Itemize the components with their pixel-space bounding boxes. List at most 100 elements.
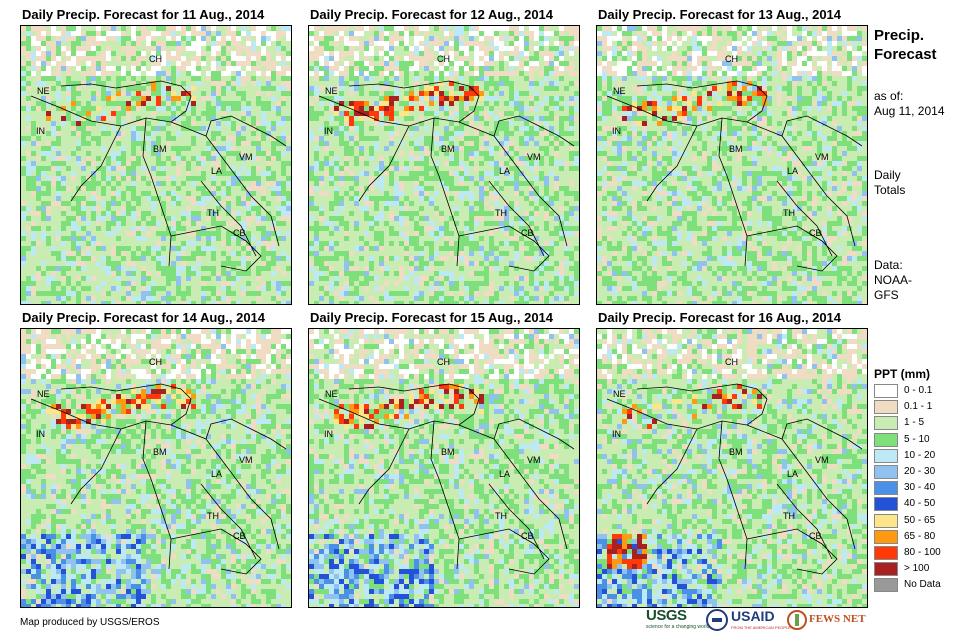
legend-label: 5 - 10: [904, 433, 930, 445]
precip-map: CH NE IN BM LA VM TH CB: [20, 25, 292, 305]
country-borders: [318, 80, 575, 272]
legend-swatch: [874, 546, 898, 560]
legend-label: 30 - 40: [904, 482, 936, 494]
country-label-in: IN: [612, 126, 621, 136]
country-label-ne: NE: [325, 389, 338, 399]
side-title-line1: Precip.: [874, 27, 925, 44]
forecast-panel-5: Daily Precip. Forecast for 15 Aug., 2014…: [308, 310, 598, 610]
legend-title: PPT (mm): [874, 367, 931, 381]
country-label-th: TH: [207, 208, 219, 218]
country-label-ne: NE: [613, 86, 626, 96]
forecast-panel-4: Daily Precip. Forecast for 14 Aug., 2014…: [20, 310, 310, 610]
side-title-line2: Forecast: [874, 46, 937, 63]
legend-label: No Data: [904, 579, 941, 591]
forecast-panel-3: Daily Precip. Forecast for 13 Aug., 2014…: [596, 7, 886, 307]
country-label-bm: BM: [153, 447, 167, 457]
as-of-label: as of:: [874, 89, 904, 103]
country-label-ne: NE: [37, 389, 50, 399]
side-title: Precip. Forecast: [874, 26, 937, 64]
usaid-logo: USAID FROM THE AMERICAN PEOPLE: [706, 608, 791, 634]
country-label-vm: VM: [815, 152, 829, 162]
country-borders: [30, 383, 287, 575]
country-label-cb: CB: [809, 531, 822, 541]
legend-swatch: [874, 448, 898, 463]
country-label-vm: VM: [815, 455, 829, 465]
panel-title: Daily Precip. Forecast for 11 Aug., 2014: [22, 7, 265, 22]
country-label-cb: CB: [809, 228, 822, 238]
country-label-th: TH: [495, 511, 507, 521]
data-source-line3: GFS: [874, 288, 899, 302]
country-label-vm: VM: [527, 455, 541, 465]
country-label-cb: CB: [521, 228, 534, 238]
legend-swatch: [874, 416, 898, 431]
precip-field: [309, 26, 579, 304]
legend-swatch: [874, 578, 898, 593]
fewsnet-logo-text: FEWS NET: [809, 613, 866, 625]
country-label-ne: NE: [613, 389, 626, 399]
country-label-ch: CH: [149, 357, 162, 367]
country-label-la: LA: [499, 469, 511, 479]
country-label-ch: CH: [437, 357, 450, 367]
country-label-in: IN: [612, 429, 621, 439]
country-borders: [606, 383, 863, 575]
country-label-vm: VM: [527, 152, 541, 162]
legend-label: 50 - 65: [904, 514, 936, 526]
data-source-label: Data:: [874, 258, 903, 272]
country-label-ch: CH: [725, 54, 738, 64]
country-label-ne: NE: [37, 86, 50, 96]
country-label-in: IN: [324, 429, 333, 439]
precip-field: [21, 26, 291, 304]
legend-label: 65 - 80: [904, 530, 936, 542]
country-label-ne: NE: [325, 86, 338, 96]
forecast-panel-6: Daily Precip. Forecast for 16 Aug., 2014…: [596, 310, 886, 610]
fewsnet-logo: FEWS NET: [787, 608, 866, 634]
country-label-ch: CH: [437, 54, 450, 64]
country-label-cb: CB: [233, 228, 246, 238]
legend-label: 0 - 0.1: [904, 385, 933, 396]
precip-map: CH NE IN BM LA VM TH CB: [596, 328, 868, 608]
country-label-bm: BM: [153, 144, 167, 154]
country-label-la: LA: [211, 469, 223, 479]
legend-swatch: [874, 400, 898, 415]
fewsnet-globe-icon: [787, 610, 807, 630]
country-label-in: IN: [324, 126, 333, 136]
legend-label: > 100: [904, 563, 930, 575]
data-source: Data: NOAA- GFS: [874, 258, 912, 303]
legend-swatch: [874, 384, 898, 398]
country-label-vm: VM: [239, 455, 253, 465]
legend-label: 80 - 100: [904, 547, 941, 558]
legend-swatch: [874, 497, 898, 512]
usgs-logo-text: USGS: [646, 607, 687, 624]
country-label-cb: CB: [521, 531, 534, 541]
legend-swatch: [874, 513, 898, 528]
legend-swatch: [874, 562, 898, 577]
legend-label: 40 - 50: [904, 498, 936, 510]
forecast-panel-2: Daily Precip. Forecast for 12 Aug., 2014…: [308, 7, 598, 307]
precip-map: CH NE IN BM LA VM TH CB: [308, 328, 580, 608]
as-of-date: as of: Aug 11, 2014: [874, 89, 945, 119]
country-label-th: TH: [495, 208, 507, 218]
country-label-ch: CH: [149, 54, 162, 64]
precip-map: CH NE IN BM LA VM TH CB: [308, 25, 580, 305]
country-label-vm: VM: [239, 152, 253, 162]
country-label-th: TH: [783, 208, 795, 218]
country-label-la: LA: [499, 166, 511, 176]
panel-title: Daily Precip. Forecast for 15 Aug., 2014: [310, 310, 554, 325]
country-borders: [30, 80, 287, 272]
legend-label: 20 - 30: [904, 466, 936, 477]
country-label-bm: BM: [729, 144, 743, 154]
country-label-in: IN: [36, 429, 45, 439]
country-label-cb: CB: [233, 531, 246, 541]
totals-note: Daily Totals: [874, 168, 905, 198]
totals-line1: Daily: [874, 168, 901, 182]
legend-label: 1 - 5: [904, 417, 925, 429]
precip-map: CH NE IN BM LA VM TH CB: [596, 25, 868, 305]
country-label-bm: BM: [729, 447, 743, 457]
usaid-seal-icon: [706, 609, 728, 631]
country-label-la: LA: [787, 166, 799, 176]
precip-field: [21, 329, 291, 607]
country-label-la: LA: [211, 166, 223, 176]
credit-text: Map produced by USGS/EROS: [20, 617, 160, 628]
panel-title: Daily Precip. Forecast for 14 Aug., 2014: [22, 310, 266, 325]
panel-title: Daily Precip. Forecast for 12 Aug., 2014: [310, 7, 554, 22]
